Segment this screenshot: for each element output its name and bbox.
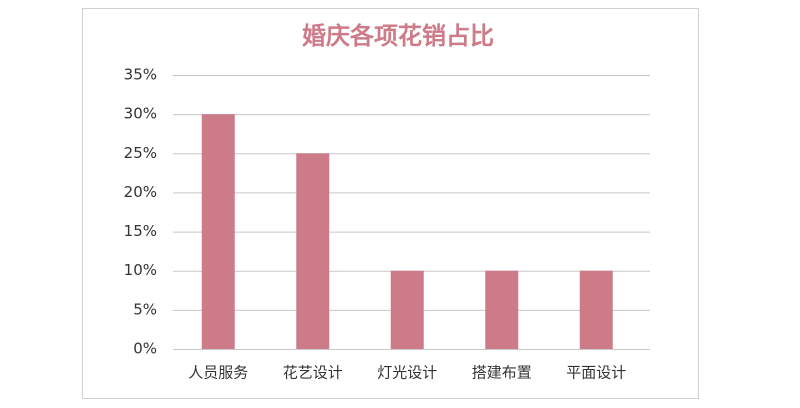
y-tick-label: 5% (133, 300, 157, 318)
y-tick-label: 0% (133, 340, 157, 358)
y-tick-label: 35% (124, 66, 157, 84)
bar (201, 114, 235, 350)
y-tick-label: 15% (124, 222, 157, 240)
bar (390, 270, 424, 349)
y-tick-label: 30% (124, 105, 157, 123)
x-tick-label: 灯光设计 (377, 364, 437, 382)
x-tick-label: 花艺设计 (283, 364, 343, 382)
x-tick-label: 搭建布置 (472, 364, 532, 382)
bar (579, 270, 613, 349)
y-tick-label: 10% (124, 261, 157, 279)
y-tick-label: 20% (124, 183, 157, 201)
bar (296, 153, 330, 349)
x-tick-label: 平面设计 (566, 364, 626, 382)
bar (485, 270, 519, 349)
x-tick-label: 人员服务 (188, 364, 248, 382)
y-tick-label: 25% (124, 144, 157, 162)
chart-title: 婚庆各项花销占比 (302, 22, 494, 50)
